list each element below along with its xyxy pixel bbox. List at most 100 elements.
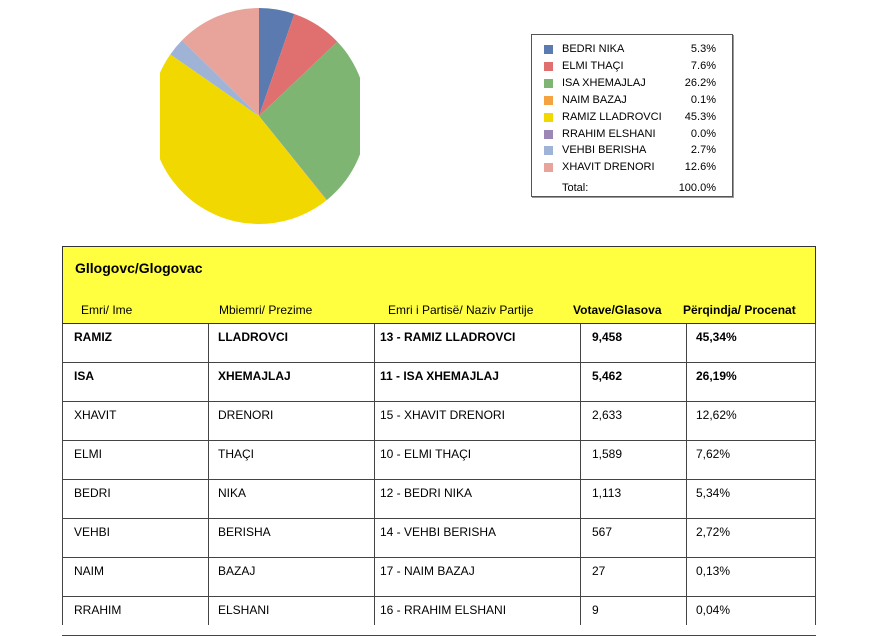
legend-entry: ELMI THAÇI 7.6%: [532, 59, 732, 74]
cell-partia: 17 - NAIM BAZAJ: [380, 564, 475, 578]
cell-perqindja: 0,04%: [696, 603, 731, 617]
pie-chart: [160, 8, 360, 224]
legend-entry: RAMIZ LLADROVCI 45.3%: [532, 110, 732, 125]
legend-total-value: 100.0%: [678, 182, 716, 195]
header-mbiemri: Mbiemri/ Prezime: [219, 303, 313, 317]
legend-swatch: [544, 95, 553, 105]
legend-value: 5.3%: [690, 43, 716, 55]
table-row: RAMIZ LLADROVCI 13 - RAMIZ LLADROVCI 9,458 4…: [62, 324, 816, 363]
legend-value: 7.6%: [690, 59, 716, 72]
table-header: Gllogovc/Glogovac Emri/ Ime Mbiemri/ Pre…: [62, 246, 816, 324]
cell-perqindja: 26,19%: [696, 369, 737, 383]
legend-label: XHAVIT DRENORI: [562, 161, 655, 174]
legend-entry: BEDRI NIKA 5.3%: [532, 42, 732, 57]
legend-label: VEHBI BERISHA: [562, 144, 647, 157]
pie-slice-3: [259, 116, 327, 201]
table-row: BEDRI NIKA 12 - BEDRI NIKA 1,113 5,34%: [62, 480, 816, 519]
legend-value: 26.2%: [684, 76, 716, 89]
legend-swatch: [544, 146, 553, 156]
cell-partia: 10 - ELMI THAÇI: [380, 447, 472, 461]
legend-label: RRAHIM ELSHANI: [562, 127, 656, 140]
table-title: Gllogovc/Glogovac: [75, 260, 203, 276]
legend-total: Total: 100.0%: [532, 181, 732, 196]
cell-votat: 567: [592, 525, 613, 539]
table-border-left: [62, 324, 63, 625]
cell-ime: VEHBI: [74, 525, 111, 539]
legend-label: BEDRI NIKA: [562, 43, 625, 55]
table-border-right: [815, 324, 816, 625]
cell-ime: XHAVIT: [74, 408, 117, 422]
cell-mbiemri: THAÇI: [218, 447, 254, 461]
cell-votat: 5,462: [592, 369, 623, 383]
cell-ime: ELMI: [74, 447, 103, 461]
pie-slice-7: [182, 8, 259, 116]
table-body: RAMIZ LLADROVCI 13 - RAMIZ LLADROVCI 9,458 4…: [62, 324, 816, 636]
legend-value: 2.7%: [690, 144, 716, 157]
cell-mbiemri: ELSHANI: [218, 603, 270, 617]
cell-votat: 1,113: [592, 486, 622, 500]
cell-perqindja: 5,34%: [696, 486, 731, 500]
cell-mbiemri: DRENORI: [218, 408, 274, 422]
chart-legend: BEDRI NIKA 5.3% ELMI THAÇI 7.6% ISA XHEMAJLA…: [531, 34, 733, 197]
cell-mbiemri: XHEMAJLAJ: [218, 369, 291, 383]
cell-partia: 13 - RAMIZ LLADROVCI: [380, 330, 516, 344]
cell-partia: 15 - XHAVIT DRENORI: [380, 408, 505, 422]
column-divider: [686, 324, 687, 625]
pie-slice-6: [170, 40, 259, 116]
cell-ime: NAIM: [74, 564, 104, 578]
cell-votat: 27: [592, 564, 606, 578]
cell-perqindja: 0,13%: [696, 564, 731, 578]
legend-total-label: Total:: [562, 182, 589, 195]
legend-entry: RRAHIM ELSHANI 0.0%: [532, 127, 732, 142]
legend-entry: ISA XHEMAJLAJ 26.2%: [532, 76, 732, 91]
cell-ime: RRAHIM: [74, 603, 122, 617]
cell-partia: 11 - ISA XHEMAJLAJ: [380, 369, 499, 383]
cell-perqindja: 7,62%: [696, 447, 731, 461]
cell-ime: RAMIZ: [74, 330, 112, 344]
legend-swatch: [544, 78, 553, 88]
legend-label: NAIM BAZAJ: [562, 93, 627, 106]
table-row: ELMI THAÇI 10 - ELMI THAÇI 1,589 7,62%: [62, 441, 816, 480]
header-ime: Emri/ Ime: [81, 303, 133, 317]
legend-swatch: [544, 163, 553, 173]
cell-mbiemri: LLADROVCI: [218, 330, 288, 344]
header-perqindja: Përqindja/ Procenat: [683, 303, 796, 317]
legend-label: ISA XHEMAJLAJ: [562, 76, 646, 89]
cell-mbiemri: BAZAJ: [218, 564, 256, 578]
cell-votat: 2,633: [592, 408, 623, 422]
cell-ime: BEDRI: [74, 486, 111, 500]
legend-entry: VEHBI BERISHA 2.7%: [532, 143, 732, 158]
table-row: VEHBI BERISHA 14 - VEHBI BERISHA 567 2,72%: [62, 519, 816, 558]
pie-slice-4: [160, 54, 327, 224]
legend-swatch: [544, 61, 553, 71]
cell-perqindja: 45,34%: [696, 330, 737, 344]
cell-mbiemri: BERISHA: [218, 525, 271, 539]
legend-value: 45.3%: [684, 110, 716, 123]
header-partia: Emri i Partisë/ Naziv Partije: [388, 303, 534, 317]
legend-swatch: [544, 45, 553, 54]
table-row: ISA XHEMAJLAJ 11 - ISA XHEMAJLAJ 5,462 26,19…: [62, 363, 816, 402]
cell-mbiemri: NIKA: [218, 486, 247, 500]
legend-value: 0.1%: [690, 93, 716, 106]
column-divider: [374, 324, 375, 625]
pie-slice-0: [259, 8, 295, 116]
legend-value: 12.6%: [684, 161, 716, 174]
legend-value: 0.0%: [690, 127, 716, 140]
cell-partia: 16 - RRAHIM ELSHANI: [380, 603, 507, 617]
legend-swatch: [544, 112, 553, 122]
table-row: NAIM BAZAJ 17 - NAIM BAZAJ 27 0,13%: [62, 558, 816, 597]
table-row: XHAVIT DRENORI 15 - XHAVIT DRENORI 2,633 12,…: [62, 402, 816, 441]
cell-partia: 12 - BEDRI NIKA: [380, 486, 473, 500]
legend-label: ELMI THAÇI: [562, 59, 624, 72]
cell-ime: ISA: [74, 369, 95, 383]
legend-label: RAMIZ LLADROVCI: [562, 110, 662, 123]
table-row: RRAHIM ELSHANI 16 - RRAHIM ELSHANI 9 0,04%: [62, 597, 816, 636]
cell-perqindja: 12,62%: [696, 408, 737, 422]
legend-swatch: [544, 129, 553, 139]
pie-slice-2: [259, 41, 360, 200]
cell-votat: 1,589: [592, 447, 623, 461]
cell-votat: 9: [592, 603, 599, 617]
cell-perqindja: 2,72%: [696, 525, 731, 539]
legend-entry: XHAVIT DRENORI 12.6%: [532, 160, 732, 175]
results-table: Gllogovc/Glogovac Emri/ Ime Mbiemri/ Pre…: [62, 246, 816, 636]
